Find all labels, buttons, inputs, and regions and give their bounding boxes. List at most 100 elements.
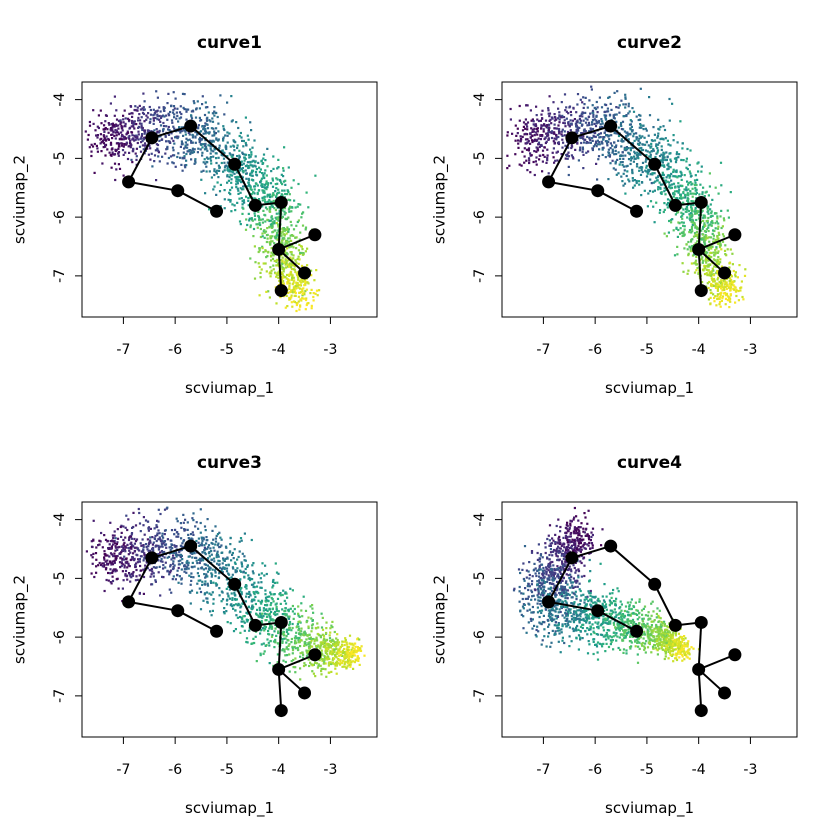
cell-point: [304, 226, 308, 229]
cell-point: [176, 137, 179, 140]
cell-point: [180, 526, 183, 529]
cell-point: [598, 143, 601, 146]
cell-point: [194, 159, 197, 162]
cell-point: [217, 130, 220, 133]
cell-point: [141, 139, 144, 142]
cell-point: [130, 119, 133, 123]
cell-point: [598, 133, 601, 136]
cell-point: [290, 234, 294, 237]
cell-point: [695, 255, 698, 258]
cell-point: [304, 280, 307, 283]
cell-point: [128, 118, 131, 122]
cell-point: [531, 128, 534, 131]
cell-point: [695, 218, 698, 222]
cell-point: [714, 295, 717, 298]
cell-point: [262, 153, 266, 156]
cell-point: [179, 145, 182, 148]
cell-point: [734, 301, 737, 304]
cell-point: [592, 114, 595, 117]
cell-point: [170, 558, 173, 561]
cell-point: [691, 192, 694, 195]
cell-point: [260, 177, 263, 180]
cell-point: [173, 107, 176, 110]
cell-point: [285, 263, 288, 266]
cell-point: [540, 124, 543, 127]
cell-point: [136, 137, 139, 140]
cell-point: [201, 151, 204, 154]
cell-point: [243, 532, 246, 535]
cell-point: [652, 205, 655, 208]
cell-point: [511, 132, 514, 135]
cell-point: [176, 155, 179, 159]
cell-point: [527, 157, 531, 160]
cell-point: [222, 136, 225, 139]
cell-point: [546, 154, 549, 157]
cell-point: [611, 148, 614, 151]
cell-point: [566, 153, 569, 156]
cell-point: [290, 301, 293, 304]
cell-point: [282, 631, 286, 634]
cell-point: [234, 569, 237, 572]
cell-point: [218, 531, 221, 534]
cell-point: [290, 245, 293, 248]
cell-point: [529, 109, 532, 112]
cell-point: [196, 126, 199, 130]
cell-point: [251, 160, 254, 163]
cell-point: [196, 100, 199, 103]
cell-point: [729, 277, 732, 280]
cell-point: [327, 664, 330, 667]
cell-point: [335, 664, 338, 667]
cell-point: [615, 113, 618, 116]
cell-point: [167, 112, 170, 115]
cell-point: [124, 558, 128, 561]
cell-point: [695, 263, 698, 266]
cell-point: [666, 139, 669, 142]
cell-point: [543, 146, 546, 149]
cell-point: [671, 183, 674, 186]
cell-point: [552, 140, 555, 143]
cell-point: [625, 174, 628, 178]
cell-point: [693, 223, 696, 226]
cell-point: [656, 134, 660, 138]
cell-point: [104, 568, 108, 571]
cell-point: [607, 96, 610, 99]
cell-point: [699, 183, 702, 186]
cell-point: [664, 193, 667, 196]
cell-point: [695, 230, 698, 233]
cell-point: [285, 218, 288, 221]
cell-point: [344, 640, 347, 643]
cell-point: [654, 180, 657, 183]
cell-point: [244, 169, 247, 172]
cell-point: [126, 131, 130, 134]
cell-point: [303, 284, 306, 287]
cell-point: [248, 629, 251, 632]
cell-point: [209, 156, 212, 159]
cell-point: [114, 549, 117, 552]
cell-point: [544, 141, 547, 145]
cell-point: [147, 153, 150, 156]
cell-point: [649, 173, 652, 176]
cell-point: [632, 132, 635, 135]
cell-point: [239, 191, 242, 194]
cell-point: [624, 154, 627, 157]
cell-point: [677, 221, 680, 224]
cell-point: [690, 231, 693, 234]
cell-point: [277, 219, 280, 222]
cell-point: [700, 229, 703, 232]
cell-point: [570, 154, 573, 157]
cell-point: [333, 662, 336, 666]
cell-point: [277, 273, 280, 276]
cell-point: [647, 192, 650, 195]
cell-point: [734, 275, 737, 278]
cell-point: [223, 166, 227, 169]
cell-point: [661, 164, 664, 167]
cell-point: [315, 269, 318, 272]
cell-point: [271, 179, 274, 182]
cell-point: [109, 102, 112, 105]
cell-point: [265, 613, 268, 616]
cell-point: [592, 111, 595, 114]
cell-point: [633, 179, 636, 182]
cell-point: [129, 558, 132, 562]
cell-point: [231, 566, 234, 569]
cell-point: [697, 210, 700, 213]
